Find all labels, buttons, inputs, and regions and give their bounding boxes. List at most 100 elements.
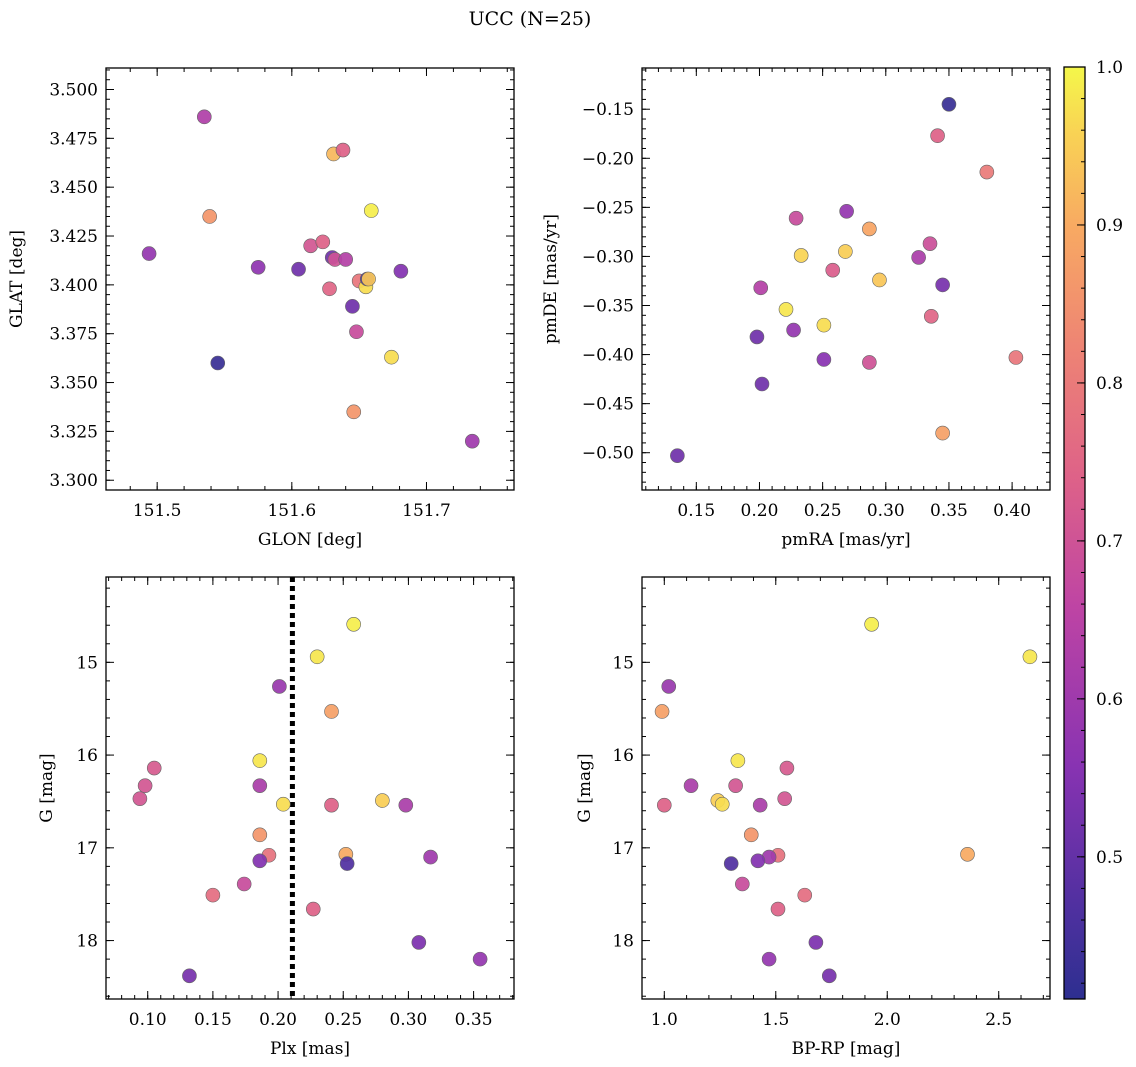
x-tick-label: 0.20 [741, 501, 779, 521]
y-tick-label: −0.45 [582, 395, 634, 415]
figure-title: UCC (N=25) [468, 8, 592, 30]
axis-ticks [106, 577, 514, 999]
y-tick-label: 17 [612, 839, 634, 859]
y-tick-label: 3.350 [49, 374, 98, 394]
data-point [305, 901, 321, 917]
data-point [202, 209, 217, 224]
data-point [132, 791, 148, 806]
scatter-points [654, 617, 1038, 984]
data-point [252, 753, 268, 768]
y-tick-label: 3.325 [49, 422, 98, 442]
data-point [752, 797, 768, 813]
data-point [923, 308, 939, 324]
data-point [749, 329, 765, 345]
data-point [654, 704, 670, 719]
data-point [778, 302, 794, 317]
y-axis-label: G [mag] [575, 753, 595, 822]
data-point [825, 262, 841, 278]
colorbar-tick-label: 0.5 [1096, 848, 1123, 868]
scatter-points [132, 617, 488, 984]
data-point [339, 856, 355, 871]
data-point [750, 853, 766, 869]
glon-glat-panel: 151.5 151.6 151.7 3.300 3.325 3.350 3.375 3.400… [7, 67, 515, 550]
y-tick-label: −0.25 [582, 198, 634, 218]
x-tick-label: 151.6 [267, 501, 316, 521]
data-point [146, 760, 162, 776]
colorbar-tick-label: 0.7 [1096, 532, 1123, 552]
data-point [182, 968, 197, 984]
data-point [291, 261, 306, 277]
data-point [816, 352, 832, 367]
plot-area [106, 68, 514, 490]
y-tick-label: −0.40 [582, 346, 634, 366]
data-point [761, 951, 777, 967]
y-tick-label: 3.375 [49, 325, 98, 345]
data-point [730, 753, 746, 768]
bprp-g-panel: 1.0 1.5 2.0 2.5 15 16 17 18 BP-RP [mag] G [mag] [575, 576, 1051, 1059]
plot-area [642, 577, 1050, 999]
y-tick-label: 16 [612, 746, 634, 766]
data-point [808, 935, 824, 950]
data-point [141, 246, 157, 261]
data-point [786, 322, 801, 338]
data-point [935, 277, 950, 293]
x-tick-label: 1.5 [762, 1010, 789, 1030]
colorbar-tick-label: 0.8 [1096, 374, 1123, 394]
data-point [728, 778, 743, 793]
y-tick-label: 16 [76, 746, 98, 766]
data-point [930, 128, 945, 144]
data-point [911, 250, 926, 265]
x-tick-label: 2.0 [874, 1010, 901, 1030]
data-point [309, 649, 325, 665]
data-point [236, 876, 252, 892]
data-point [839, 203, 854, 219]
data-point [743, 827, 759, 843]
y-tick-label: 15 [612, 653, 634, 673]
axis-ticks [641, 577, 1050, 999]
data-point [398, 797, 414, 813]
x-axis-label: Plx [mas] [270, 1039, 350, 1059]
data-point [363, 203, 379, 218]
x-tick-label: 0.35 [455, 1010, 493, 1030]
plx-g-panel: 0.10 0.15 0.20 0.25 0.30 0.35 15 16 17 18 Plx [mas… [37, 576, 515, 1059]
data-point [335, 142, 351, 158]
data-point [464, 433, 480, 449]
x-axis-label: pmRA [mas/yr] [781, 530, 910, 550]
data-point [670, 448, 685, 463]
y-tick-label: 3.450 [49, 178, 98, 198]
plot-frame [641, 67, 1051, 491]
x-tick-label: 0.20 [259, 1010, 297, 1030]
x-axis-label: GLON [deg] [258, 530, 362, 550]
data-point [714, 796, 730, 812]
data-point [250, 259, 266, 275]
axis-ticks [642, 68, 1050, 490]
data-point [797, 887, 813, 903]
data-point [375, 793, 390, 808]
data-point [922, 236, 938, 251]
data-point [423, 849, 438, 865]
data-point [345, 299, 360, 314]
x-tick-label: 0.10 [129, 1010, 167, 1030]
data-point [816, 317, 832, 333]
y-tick-label: 18 [612, 932, 634, 952]
data-point [252, 827, 268, 843]
data-point [361, 271, 376, 287]
y-tick-label: −0.35 [582, 296, 634, 316]
x-tick-label: 0.15 [194, 1010, 232, 1030]
data-point [935, 425, 950, 441]
data-point [346, 404, 362, 420]
x-tick-label: 2.5 [985, 1010, 1012, 1030]
data-point [393, 263, 409, 279]
scatter-points [141, 109, 480, 449]
x-tick-label: 0.30 [867, 501, 905, 521]
data-point [411, 935, 427, 950]
data-point [324, 704, 339, 719]
data-point [753, 280, 769, 296]
data-point [979, 164, 995, 180]
y-axis-label: G [mag] [37, 753, 57, 822]
data-point [346, 617, 361, 632]
x-tick-label: 1.0 [651, 1010, 678, 1030]
y-tick-label: −0.20 [582, 149, 634, 169]
data-point [349, 324, 364, 340]
